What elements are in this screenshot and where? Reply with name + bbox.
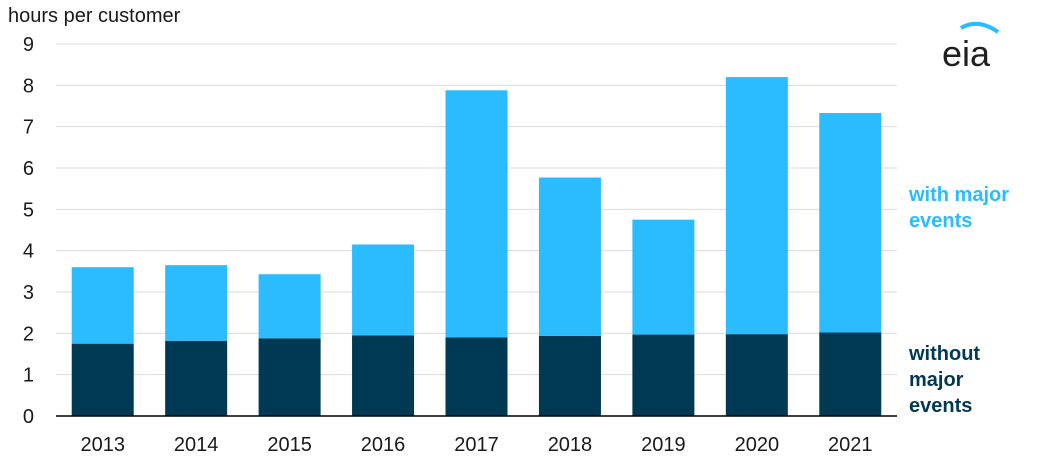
y-tick-label: 2 [23, 323, 34, 345]
y-tick-label: 1 [23, 365, 34, 387]
y-axis-unit-label: hours per customer [8, 5, 181, 27]
bar-with-major-events-2016 [352, 244, 415, 336]
x-tick-label: 2014 [174, 434, 219, 456]
bar-without-major-events-2019 [632, 334, 695, 416]
y-tick-label: 4 [23, 241, 34, 263]
y-tick-label: 3 [23, 282, 34, 304]
bar-with-major-events-2013 [71, 267, 134, 344]
bar-without-major-events-2016 [352, 335, 415, 416]
y-tick-label: 0 [23, 406, 34, 428]
bar-without-major-events-2018 [538, 335, 601, 416]
x-tick-label: 2013 [80, 434, 125, 456]
y-tick-label: 7 [23, 117, 34, 139]
x-tick-label: 2018 [548, 434, 593, 456]
series-labels: without major events with major events [908, 184, 1009, 417]
x-tick-label: 2020 [735, 434, 780, 456]
bar-without-major-events-2021 [819, 332, 882, 416]
bar-without-major-events-2017 [445, 337, 508, 416]
x-tick-label: 2021 [828, 434, 873, 456]
series-label-without-major-events: events [909, 395, 972, 417]
x-tick-label: 2015 [267, 434, 312, 456]
y-tick-label: 6 [23, 158, 34, 180]
bar-without-major-events-2014 [165, 340, 228, 416]
y-tick-label: 5 [23, 199, 34, 221]
bar-without-major-events-2020 [725, 334, 788, 416]
bars [71, 77, 882, 416]
series-label-without-major-events: major [909, 369, 964, 391]
x-tick-label: 2016 [361, 434, 406, 456]
bar-with-major-events-2021 [819, 113, 882, 333]
logo-text: eia [942, 33, 991, 74]
x-tick-label: 2019 [641, 434, 686, 456]
x-tick-label: 2017 [454, 434, 499, 456]
bar-without-major-events-2015 [258, 338, 321, 416]
y-axis-ticks: 0 1 2 3 4 5 6 7 8 9 [23, 34, 34, 428]
series-label-without-major-events: without [908, 343, 980, 365]
bar-with-major-events-2017 [445, 90, 508, 338]
y-tick-label: 8 [23, 75, 34, 97]
logo-arc-icon [959, 21, 1000, 34]
bar-with-major-events-2019 [632, 219, 695, 335]
eia-logo: eia [942, 21, 1000, 74]
bar-with-major-events-2014 [165, 265, 228, 341]
x-axis-ticks: 2013 2014 2015 2016 2017 2018 2019 2020 2021 [80, 434, 872, 456]
bar-with-major-events-2015 [258, 274, 321, 339]
bar-with-major-events-2020 [725, 77, 788, 335]
bar-with-major-events-2018 [538, 177, 601, 336]
y-tick-label: 9 [23, 34, 34, 56]
series-label-with-major-events: with major [908, 184, 1009, 206]
bar-without-major-events-2013 [71, 343, 134, 416]
series-label-with-major-events: events [909, 210, 972, 232]
